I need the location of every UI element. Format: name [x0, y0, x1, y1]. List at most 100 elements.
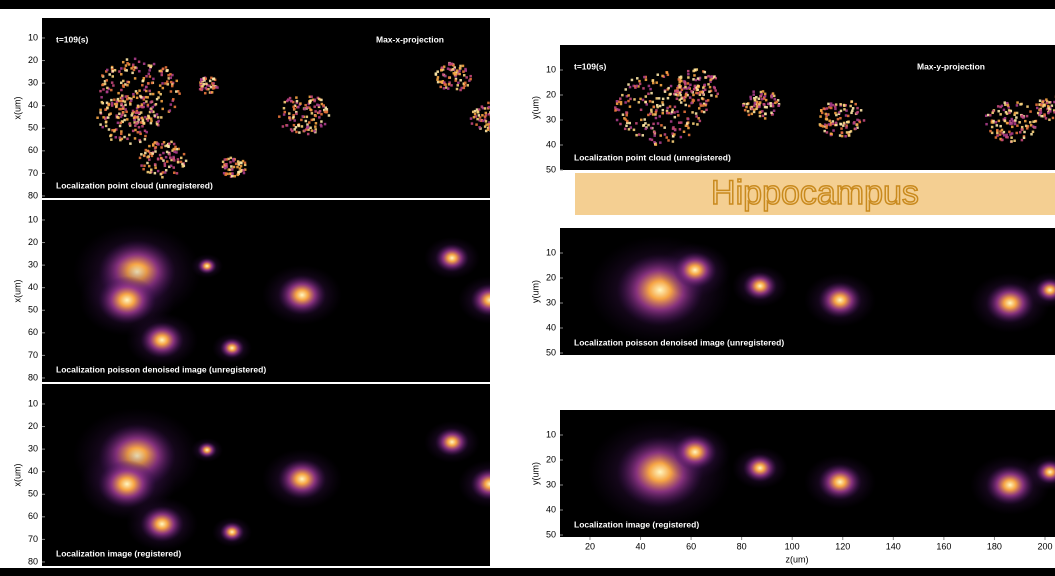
y-tick-label: 30: [28, 77, 38, 87]
point: [126, 58, 128, 61]
point: [655, 143, 658, 146]
point: [112, 75, 115, 78]
point: [141, 103, 144, 106]
point: [673, 111, 676, 114]
point: [758, 105, 761, 108]
blob: [197, 258, 216, 274]
point: [645, 103, 648, 106]
point: [126, 138, 129, 141]
point: [690, 102, 693, 105]
y-tick-label: 30: [546, 479, 556, 489]
point: [328, 114, 331, 117]
point: [108, 73, 111, 76]
point: [309, 127, 312, 130]
point: [770, 112, 773, 115]
point: [146, 156, 149, 159]
point: [705, 109, 708, 112]
point: [144, 116, 147, 119]
point: [128, 134, 131, 137]
point: [688, 86, 691, 89]
point: [482, 120, 485, 123]
y-tick-label: 10: [28, 32, 38, 42]
point: [848, 131, 851, 134]
point: [448, 76, 451, 79]
point: [680, 77, 683, 80]
point: [652, 101, 655, 104]
point: [759, 115, 762, 118]
point: [137, 131, 140, 134]
point: [205, 83, 208, 86]
point: [756, 105, 759, 108]
point: [647, 93, 650, 96]
x-tick-label: 40: [636, 541, 646, 551]
point: [661, 75, 664, 78]
point: [320, 113, 323, 116]
point: [160, 70, 163, 73]
point: [679, 94, 682, 97]
point: [843, 108, 846, 111]
point: [213, 87, 216, 90]
point: [674, 106, 677, 109]
point: [1043, 104, 1046, 107]
y-axis-label: y(um): [530, 462, 540, 485]
point: [306, 106, 309, 109]
point: [670, 120, 673, 123]
point: [616, 100, 619, 103]
point: [453, 72, 456, 75]
point: [625, 111, 628, 114]
point: [157, 158, 160, 161]
point: [484, 125, 487, 128]
point: [832, 120, 835, 123]
point: [699, 120, 702, 123]
point: [154, 167, 157, 170]
point: [650, 109, 653, 112]
point: [1016, 124, 1019, 127]
point: [1006, 102, 1009, 105]
point: [307, 133, 310, 136]
point: [863, 119, 866, 122]
point: [1026, 105, 1029, 108]
caption: Localization point cloud (unregistered): [56, 180, 213, 190]
point: [106, 87, 109, 90]
point: [709, 86, 712, 89]
point: [829, 105, 832, 108]
point: [707, 83, 710, 86]
point: [636, 85, 639, 88]
point: [748, 114, 751, 117]
point: [161, 82, 164, 85]
point: [120, 89, 123, 92]
point: [709, 78, 712, 81]
point: [286, 124, 289, 127]
y-tick-label: 60: [28, 145, 38, 155]
point: [1042, 101, 1045, 104]
point: [999, 125, 1002, 128]
point: [744, 109, 747, 112]
point: [484, 107, 487, 110]
point: [665, 136, 668, 139]
point: [649, 113, 652, 116]
point: [447, 87, 450, 90]
point: [856, 119, 859, 122]
point: [106, 107, 109, 110]
point: [100, 96, 103, 99]
point: [150, 117, 153, 120]
point: [150, 120, 153, 123]
point: [650, 92, 653, 95]
point: [171, 85, 174, 88]
point: [1001, 129, 1004, 132]
point: [121, 97, 124, 100]
point: [116, 101, 119, 104]
point: [291, 130, 294, 133]
point: [243, 172, 246, 175]
point: [322, 104, 325, 107]
point: [688, 134, 691, 137]
y-tick-label: 30: [28, 259, 38, 269]
point: [843, 122, 846, 125]
point: [304, 104, 307, 107]
point: [166, 70, 169, 73]
point: [143, 154, 146, 157]
point: [278, 115, 281, 118]
point: [110, 99, 113, 102]
y-tick-label: 80: [28, 372, 38, 382]
point: [770, 105, 773, 108]
